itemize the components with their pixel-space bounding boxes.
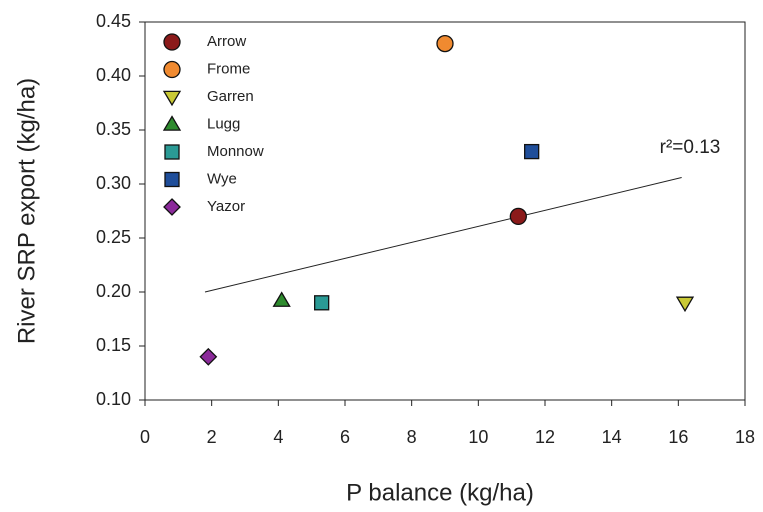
y-tick-label: 0.10 [96,389,131,409]
point [272,291,291,307]
legend-label: Yazor [207,198,245,215]
point [436,34,454,53]
trend-line [204,177,682,293]
x-axis-label: P balance (kg/ha) [346,479,534,506]
legend-label: Monnow [207,143,264,160]
x-tick-label: 14 [602,427,622,447]
legend-marker [162,115,182,131]
y-tick-label: 0.30 [96,173,131,193]
x-tick-label: 0 [140,427,150,447]
point [675,296,695,313]
point [314,295,330,311]
point [509,207,527,226]
y-tick-label: 0.25 [96,227,131,247]
legend-marker [163,33,181,51]
plot-frame [144,21,746,401]
legend-label: Frome [207,60,250,77]
point [524,143,540,160]
legend-label: Garren [207,88,254,105]
x-tick-label: 16 [668,427,688,447]
legend-label: Wye [207,170,237,187]
x-tick-label: 6 [340,427,350,447]
legend-marker [163,60,181,79]
legend-label: Lugg [207,115,240,132]
x-tick-label: 8 [407,427,417,447]
y-tick-label: 0.15 [96,335,131,355]
x-tick-label: 4 [273,427,283,447]
x-tick-label: 18 [735,427,755,447]
y-tick-label: 0.20 [96,281,131,301]
y-tick-label: 0.35 [96,119,131,139]
x-tick-label: 12 [535,427,555,447]
legend-marker [162,90,182,107]
legend-label: Arrow [207,33,246,50]
y-axis-label: River SRP export (kg/ha) [13,78,40,344]
x-tick-label: 10 [468,427,488,447]
point [199,347,218,366]
x-tick-label: 2 [207,427,217,447]
annotation: r²=0.13 [660,137,721,158]
legend-marker [164,144,180,160]
y-tick-label: 0.45 [96,11,131,31]
y-tick-label: 0.40 [96,65,131,85]
legend-marker [164,171,180,188]
legend-marker [163,198,181,216]
